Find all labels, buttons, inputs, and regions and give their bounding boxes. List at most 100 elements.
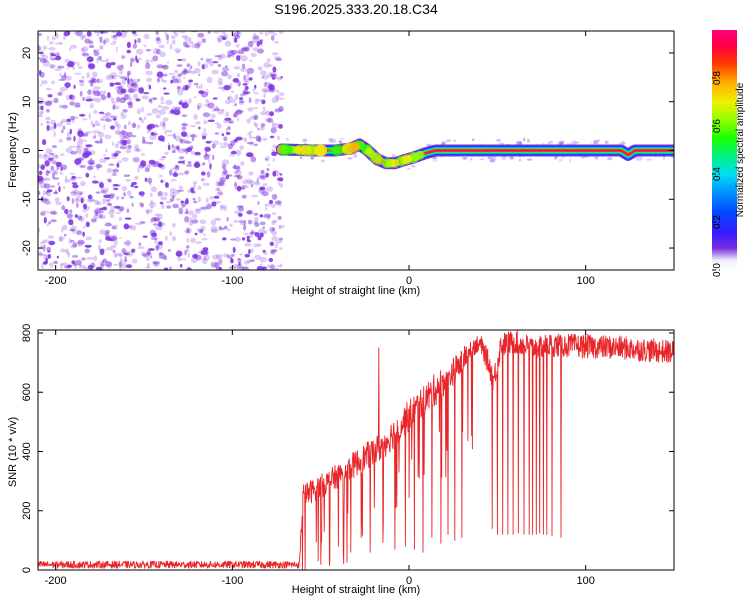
noise-speckle	[117, 86, 123, 89]
noise-speckle	[76, 230, 82, 236]
noise-speckle	[267, 31, 275, 35]
noise-speckle	[93, 109, 98, 115]
noise-speckle	[157, 191, 163, 197]
noise-speckle	[197, 61, 201, 67]
noise-speckle	[43, 198, 50, 205]
noise-speckle	[220, 206, 225, 211]
noise-speckle	[248, 248, 251, 255]
noise-speckle	[243, 46, 250, 52]
noise-speckle	[136, 59, 139, 64]
noise-speckle	[274, 200, 281, 206]
noise-speckle	[278, 92, 285, 97]
noise-speckle	[177, 90, 184, 96]
noise-speckle	[209, 163, 212, 170]
noise-speckle	[216, 187, 221, 191]
noise-speckle	[276, 200, 282, 204]
noise-speckle	[164, 129, 167, 135]
noise-speckle	[120, 76, 128, 80]
noise-speckle	[73, 72, 82, 75]
noise-speckle	[259, 31, 264, 35]
noise-speckle	[200, 178, 206, 181]
noise-speckle	[223, 84, 231, 91]
noise-speckle	[146, 209, 150, 216]
noise-speckle	[245, 266, 248, 270]
noise-speckle	[70, 240, 75, 243]
noise-speckle	[113, 239, 118, 246]
noise-speckle	[265, 205, 268, 211]
noise-speckle	[72, 184, 79, 189]
noise-speckle	[142, 235, 148, 238]
noise-speckle	[519, 141, 522, 146]
noise-speckle	[219, 204, 225, 208]
noise-speckle	[76, 157, 84, 162]
noise-speckle	[83, 147, 89, 152]
noise-speckle	[243, 219, 246, 225]
noise-speckle	[73, 31, 79, 35]
noise-speckle	[166, 130, 173, 133]
noise-speckle	[159, 158, 165, 161]
noise-speckle	[169, 191, 177, 199]
noise-speckle	[574, 141, 580, 144]
noise-speckle	[60, 248, 68, 253]
noise-speckle	[103, 153, 106, 157]
noise-speckle	[259, 39, 263, 45]
noise-speckle	[108, 193, 115, 200]
noise-speckle	[225, 174, 230, 180]
noise-speckle	[180, 131, 188, 137]
noise-speckle	[60, 75, 67, 80]
noise-speckle	[97, 123, 101, 127]
noise-speckle	[79, 192, 83, 195]
noise-speckle	[247, 153, 253, 157]
noise-speckle	[118, 216, 122, 222]
noise-speckle	[445, 139, 452, 142]
x-tick-label: 0	[406, 575, 412, 587]
noise-speckle	[108, 234, 114, 239]
noise-speckle	[210, 225, 218, 233]
noise-speckle	[58, 104, 63, 109]
noise-speckle	[593, 140, 596, 144]
noise-speckle	[231, 253, 235, 257]
noise-speckle	[112, 104, 116, 110]
noise-speckle	[120, 113, 127, 119]
noise-speckle	[259, 111, 267, 116]
noise-speckle	[522, 137, 526, 142]
noise-speckle	[105, 203, 111, 206]
noise-speckle	[273, 123, 281, 128]
noise-speckle	[38, 97, 44, 101]
noise-speckle	[148, 159, 156, 165]
noise-speckle	[235, 34, 241, 39]
noise-speckle	[127, 77, 130, 84]
noise-speckle	[155, 124, 159, 129]
noise-speckle	[98, 131, 101, 134]
noise-speckle	[191, 214, 198, 219]
noise-speckle	[111, 172, 118, 177]
noise-speckle	[73, 116, 79, 120]
noise-speckle	[50, 53, 57, 57]
noise-speckle	[77, 130, 84, 137]
noise-speckle	[241, 194, 247, 199]
noise-speckle	[134, 57, 143, 61]
noise-speckle	[112, 35, 117, 38]
noise-speckle	[274, 267, 279, 270]
noise-speckle	[94, 199, 99, 205]
noise-speckle	[271, 193, 278, 200]
noise-speckle	[121, 248, 127, 254]
noise-speckle	[254, 143, 258, 147]
noise-speckle	[100, 78, 103, 84]
noise-speckle	[85, 98, 93, 102]
noise-speckle	[227, 74, 232, 80]
noise-speckle	[153, 125, 161, 128]
noise-speckle	[192, 197, 196, 201]
noise-speckle	[88, 113, 92, 120]
noise-speckle	[53, 122, 57, 129]
noise-speckle	[66, 196, 70, 202]
noise-speckle	[80, 35, 85, 41]
noise-speckle	[271, 76, 276, 80]
noise-speckle	[250, 52, 257, 58]
noise-speckle	[142, 136, 146, 143]
noise-speckle	[111, 225, 116, 230]
noise-speckle	[75, 176, 83, 179]
noise-speckle	[249, 59, 253, 62]
noise-speckle	[243, 260, 250, 265]
noise-speckle	[103, 124, 106, 130]
